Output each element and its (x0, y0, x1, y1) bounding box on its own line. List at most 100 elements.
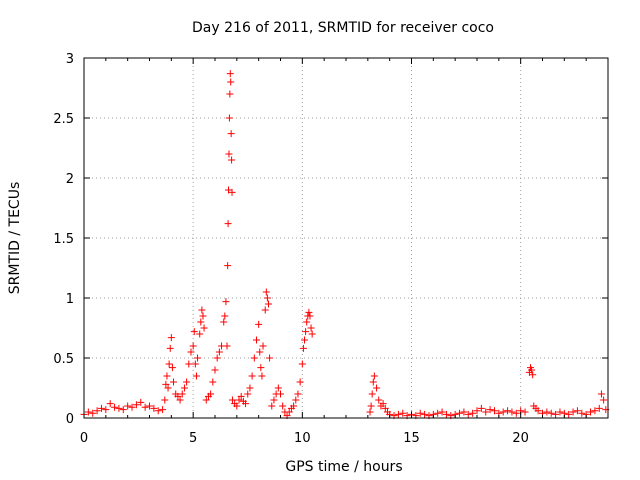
data-point (565, 410, 573, 418)
data-point (150, 404, 158, 412)
data-point (252, 336, 260, 344)
data-point (111, 403, 119, 411)
data-point (597, 390, 605, 398)
data-point (93, 407, 101, 415)
data-point (235, 396, 243, 404)
data-point (268, 402, 276, 410)
data-point (191, 360, 199, 368)
data-point (159, 406, 167, 414)
data-point (261, 306, 269, 314)
data-point (438, 408, 446, 416)
data-point (242, 400, 250, 408)
x-tick-label: 10 (294, 431, 311, 446)
y-tick-label: 2 (66, 172, 74, 187)
data-point (373, 384, 381, 392)
data-point (225, 150, 233, 158)
data-point (209, 378, 217, 386)
data-point (381, 404, 389, 412)
y-tick-label: 3 (66, 52, 74, 67)
data-point (262, 288, 270, 296)
data-point (213, 354, 221, 362)
data-point (259, 342, 267, 350)
data-point (296, 378, 304, 386)
data-point (486, 406, 494, 414)
data-point (569, 408, 577, 416)
data-point (434, 409, 442, 417)
data-point (222, 298, 230, 306)
data-point (305, 308, 313, 316)
y-tick-label: 0 (66, 412, 74, 427)
data-point (263, 294, 271, 302)
data-point (543, 408, 551, 416)
data-point (233, 402, 241, 410)
data-point (369, 378, 377, 386)
data-point (600, 396, 608, 404)
data-point (228, 188, 236, 196)
data-point (547, 409, 555, 417)
data-point (504, 407, 512, 415)
data-point (255, 320, 263, 328)
data-point (194, 354, 202, 362)
data-point (456, 409, 464, 417)
data-point (246, 384, 254, 392)
grid-lines (84, 58, 608, 418)
data-point (257, 364, 265, 372)
data-point (168, 364, 176, 372)
data-point (556, 408, 564, 416)
data-point (84, 408, 92, 416)
data-point (180, 384, 188, 392)
data-point (394, 410, 402, 418)
data-point (307, 324, 315, 332)
data-point (226, 70, 234, 78)
data-point (367, 402, 375, 410)
data-point (200, 324, 208, 332)
data-point (166, 344, 174, 352)
data-points (80, 70, 610, 420)
data-point (224, 262, 232, 270)
data-point (534, 407, 542, 415)
data-point (187, 348, 195, 356)
data-point (460, 408, 468, 416)
data-point (237, 392, 245, 400)
x-tick-label: 5 (189, 431, 197, 446)
chart-title: Day 216 of 2011, SRMTID for receiver coc… (192, 20, 494, 36)
data-point (370, 372, 378, 380)
data-point (189, 342, 197, 350)
data-point (124, 402, 132, 410)
x-axis: 0 5 10 15 20 (80, 58, 587, 446)
data-point (207, 390, 215, 398)
data-point (198, 306, 206, 314)
data-point (416, 409, 424, 417)
data-point (477, 404, 485, 412)
data-point (215, 348, 223, 356)
data-point (482, 408, 490, 416)
data-point (298, 360, 306, 368)
data-point (464, 410, 472, 418)
data-point (299, 344, 307, 352)
data-point (303, 318, 311, 326)
data-point (294, 390, 302, 398)
y-tick-label: 2.5 (53, 112, 74, 127)
data-point (228, 396, 236, 404)
data-point (227, 78, 235, 86)
data-point (174, 392, 182, 400)
x-tick-label: 0 (80, 431, 88, 446)
data-point (366, 408, 374, 416)
data-point (248, 372, 256, 380)
x-tick-label: 15 (403, 431, 420, 446)
data-point (573, 407, 581, 415)
data-point (227, 130, 235, 138)
data-point (595, 404, 603, 412)
data-point (226, 90, 234, 98)
data-point (115, 404, 123, 412)
data-point (176, 396, 184, 404)
data-point (183, 378, 191, 386)
data-point (199, 312, 207, 320)
x-axis-label: GPS time / hours (285, 459, 402, 475)
data-point (146, 402, 153, 410)
data-point (264, 300, 272, 308)
data-point (421, 410, 429, 418)
data-point (301, 336, 309, 344)
data-point (228, 156, 236, 164)
data-point (279, 402, 287, 410)
